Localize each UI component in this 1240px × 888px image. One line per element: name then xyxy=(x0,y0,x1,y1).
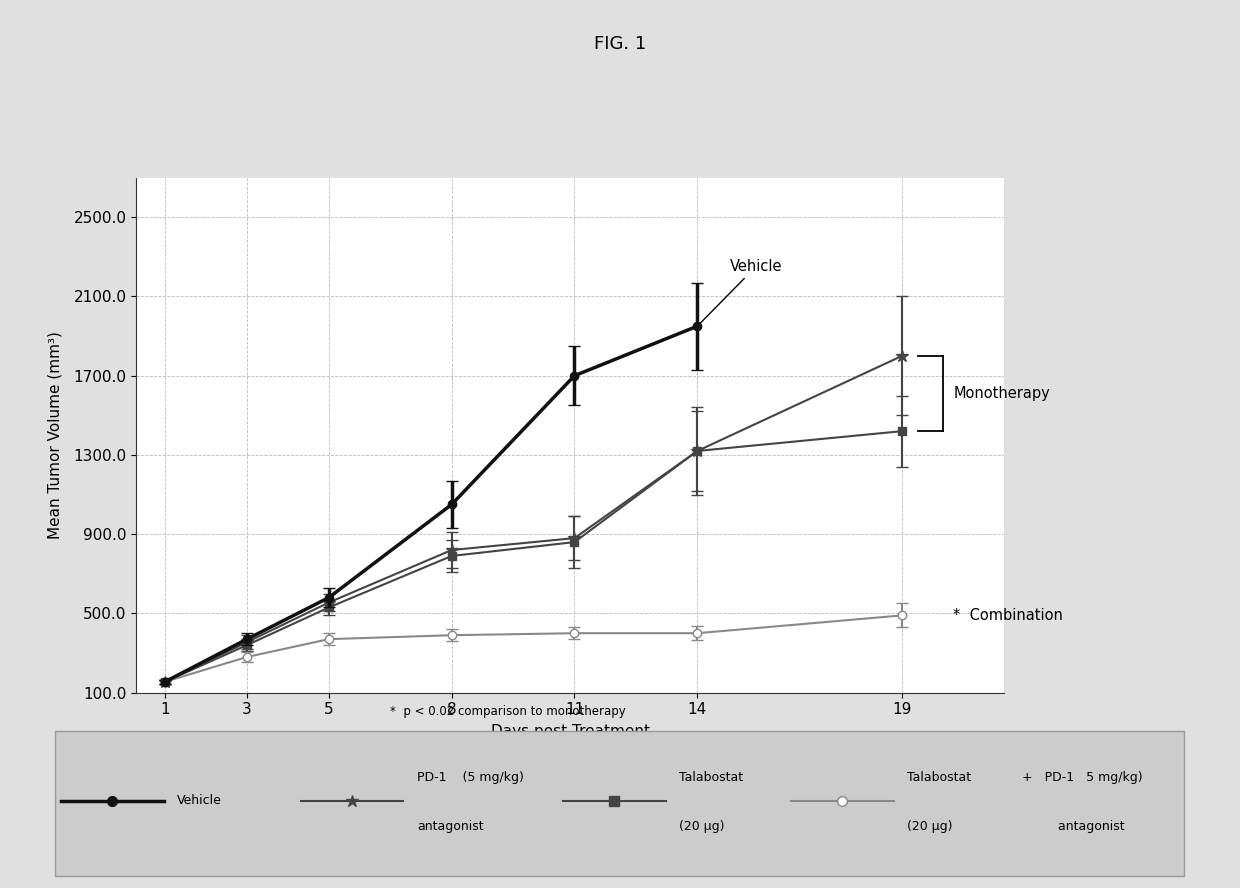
FancyBboxPatch shape xyxy=(56,731,1183,876)
Text: Talabostat: Talabostat xyxy=(908,772,972,784)
Text: (20 μg): (20 μg) xyxy=(908,820,954,833)
X-axis label: Days post Treatment: Days post Treatment xyxy=(491,725,650,740)
Text: antagonist: antagonist xyxy=(1022,820,1125,833)
Text: antagonist: antagonist xyxy=(417,820,484,833)
Text: (20 μg): (20 μg) xyxy=(680,820,725,833)
Text: +   PD-1   5 mg/kg): + PD-1 5 mg/kg) xyxy=(1022,772,1142,784)
Text: Vehicle: Vehicle xyxy=(699,258,782,324)
Text: Monotherapy: Monotherapy xyxy=(954,386,1050,401)
Text: *  Combination: * Combination xyxy=(954,608,1063,622)
Text: PD-1    (5 mg/kg): PD-1 (5 mg/kg) xyxy=(417,772,523,784)
Text: Talabostat: Talabostat xyxy=(680,772,744,784)
Text: FIG. 1: FIG. 1 xyxy=(594,35,646,53)
Y-axis label: Mean Tumor Volume (mm³): Mean Tumor Volume (mm³) xyxy=(47,331,62,539)
Text: *  p < 0.02 comparison to monotherapy: * p < 0.02 comparison to monotherapy xyxy=(391,704,626,718)
Text: Vehicle: Vehicle xyxy=(177,794,222,807)
